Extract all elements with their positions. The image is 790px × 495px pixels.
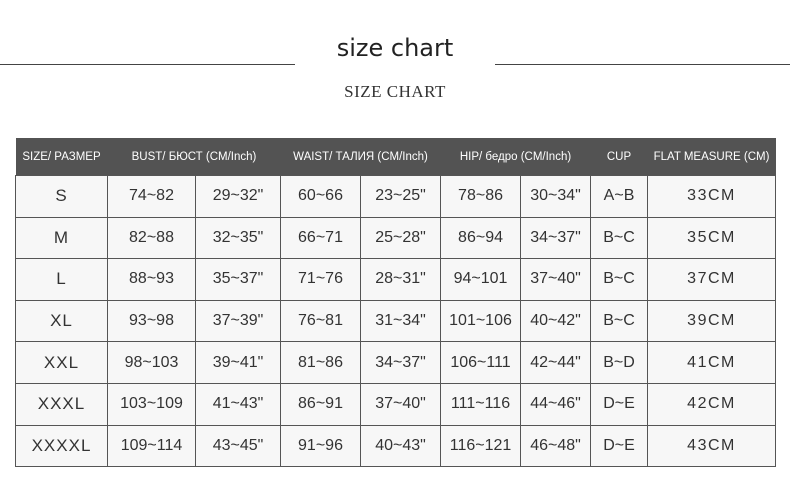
cell-size: XXL: [15, 341, 108, 384]
cell-hip-cm: 106~111: [440, 341, 522, 384]
cell-waist-cm: 66~71: [280, 216, 361, 260]
header-size: SIZE/ РАЗМЕР: [15, 138, 108, 176]
cell-cup: D~E: [590, 382, 649, 426]
cell-waist-inch: 34~37": [359, 341, 442, 384]
cell-hip-cm: 94~101: [440, 258, 522, 301]
cell-flat-measure: 37CM: [647, 258, 777, 301]
table-row: XXXL 103~109 41~43" 86~91 37~40" 111~116 44~46…: [15, 382, 777, 426]
table-row: XXL 98~103 39~41" 81~86 34~37" 106~111 42~44" B…: [15, 341, 777, 384]
cell-flat-measure: 39CM: [647, 299, 777, 343]
page-title: size chart: [336, 34, 454, 62]
cell-waist-cm: 81~86: [280, 341, 361, 384]
cell-cup: A~B: [590, 175, 649, 218]
cell-hip-inch: 44~46": [520, 382, 592, 426]
cell-bust-inch: 37~39": [195, 299, 281, 343]
cell-hip-cm: 86~94: [440, 216, 522, 260]
cell-hip-cm: 116~121: [440, 424, 522, 468]
cell-cup: B~C: [590, 216, 649, 260]
cell-cup: D~E: [590, 424, 649, 468]
cell-bust-cm: 82~88: [107, 216, 196, 260]
cell-flat-measure: 33CM: [647, 175, 777, 218]
size-table: SIZE/ РАЗМЕР BUST/ БЮСТ (CM/Inch) WAIST/…: [15, 138, 777, 468]
cell-hip-inch: 42~44": [520, 341, 592, 384]
header-waist: WAIST/ ТАЛИЯ (CM/Inch): [280, 138, 441, 176]
cell-bust-inch: 41~43": [195, 382, 281, 426]
cell-bust-cm: 103~109: [107, 382, 196, 426]
header-row: SIZE/ РАЗМЕР BUST/ БЮСТ (CM/Inch) WAIST/…: [15, 138, 776, 176]
table-row: XXXXL 109~114 43~45" 91~96 40~43" 116~121 46~4…: [15, 424, 777, 468]
cell-bust-cm: 98~103: [107, 341, 196, 384]
cell-bust-inch: 32~35": [195, 216, 281, 260]
cell-flat-measure: 35CM: [647, 216, 777, 260]
cell-size: M: [15, 216, 108, 260]
cell-waist-cm: 60~66: [280, 175, 361, 218]
cell-waist-inch: 37~40": [359, 382, 442, 426]
cell-hip-inch: 34~37": [520, 216, 592, 260]
cell-waist-inch: 28~31": [359, 258, 442, 301]
table-row: L 88~93 35~37" 71~76 28~31" 94~101 37~40" B~C 37…: [15, 258, 777, 301]
cell-waist-inch: 25~28": [359, 216, 442, 260]
cell-bust-inch: 39~41": [195, 341, 281, 384]
cell-bust-inch: 43~45": [195, 424, 281, 468]
cell-flat-measure: 43CM: [647, 424, 777, 468]
cell-hip-inch: 37~40": [520, 258, 592, 301]
table-row: XL 93~98 37~39" 76~81 31~34" 101~106 40~42" B~C…: [15, 299, 777, 343]
header-flat-measure: FLAT MEASURE (CM): [647, 138, 776, 176]
cell-waist-inch: 40~43": [359, 424, 442, 468]
cell-cup: B~C: [590, 258, 649, 301]
cell-bust-inch: 29~32": [195, 175, 281, 218]
cell-hip-cm: 111~116: [440, 382, 522, 426]
cell-flat-measure: 41CM: [647, 341, 777, 384]
cell-waist-cm: 91~96: [280, 424, 361, 468]
header-cup: CUP: [590, 138, 648, 176]
header-bust: BUST/ БЮСТ (CM/Inch): [107, 138, 281, 176]
cell-cup: B~C: [590, 299, 649, 343]
cell-size: S: [15, 175, 108, 218]
cell-waist-cm: 71~76: [280, 258, 361, 301]
cell-flat-measure: 42CM: [647, 382, 777, 426]
cell-size: XXXL: [15, 382, 108, 426]
title-rule-left: [0, 64, 295, 65]
cell-size: XL: [15, 299, 108, 343]
cell-bust-cm: 109~114: [107, 424, 196, 468]
cell-size: L: [15, 258, 108, 301]
header-hip: HIP/ бедро (CM/Inch): [440, 138, 591, 176]
cell-waist-inch: 23~25": [359, 175, 442, 218]
cell-hip-inch: 40~42": [520, 299, 592, 343]
cell-size: XXXXL: [15, 424, 108, 468]
cell-waist-cm: 76~81: [280, 299, 361, 343]
table-row: M 82~88 32~35" 66~71 25~28" 86~94 34~37" B~C 35C…: [15, 216, 777, 260]
table-row: S 74~82 29~32" 60~66 23~25" 78~86 30~34" A~B 33C…: [15, 175, 777, 218]
cell-cup: B~D: [590, 341, 649, 384]
cell-bust-inch: 35~37": [195, 258, 281, 301]
cell-hip-cm: 101~106: [440, 299, 522, 343]
cell-hip-cm: 78~86: [440, 175, 522, 218]
cell-hip-inch: 46~48": [520, 424, 592, 468]
cell-bust-cm: 93~98: [107, 299, 196, 343]
cell-waist-inch: 31~34": [359, 299, 442, 343]
title-rule-right: [495, 64, 790, 65]
cell-waist-cm: 86~91: [280, 382, 361, 426]
cell-bust-cm: 88~93: [107, 258, 196, 301]
cell-hip-inch: 30~34": [520, 175, 592, 218]
cell-bust-cm: 74~82: [107, 175, 196, 218]
page-subtitle: SIZE CHART: [344, 82, 446, 101]
